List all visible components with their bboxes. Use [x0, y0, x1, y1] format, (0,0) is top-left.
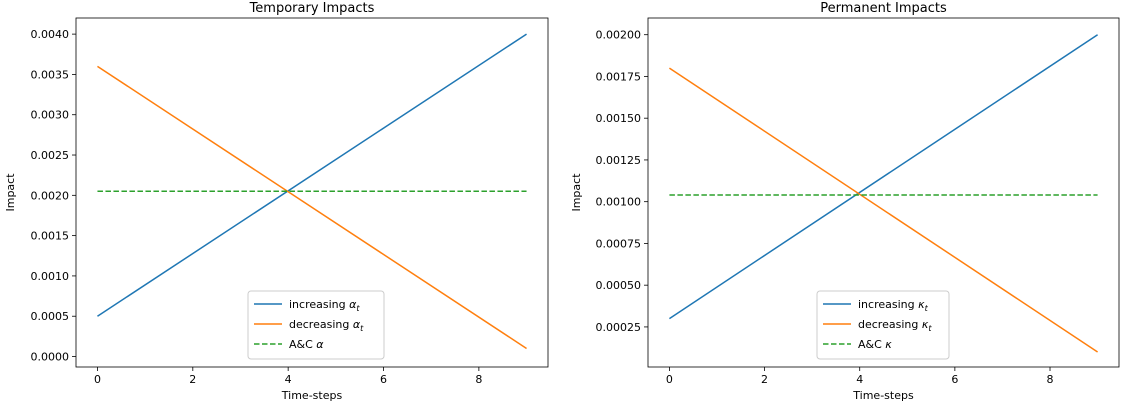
y-tick-label: 0.00200: [596, 29, 642, 42]
x-tick-label: 0: [94, 373, 101, 386]
legend-entry: A&C α: [289, 338, 324, 351]
legend-box: [247, 290, 385, 360]
y-tick-label: 0.0030: [31, 109, 70, 122]
chart-1: Temporary Impacts 0 2 4 6 8 0.0000 0.0005 0.0010…: [4, 1, 549, 402]
series-line-increasing: [97, 33, 527, 317]
y-tick-label: 0.00025: [596, 321, 642, 334]
legend: increasing κt decreasing κt A&C κ: [816, 290, 950, 360]
legend-entry: decreasing αt: [289, 318, 364, 333]
series-line-decreasing: [668, 67, 1099, 353]
y-tick-label: 0.00075: [596, 237, 642, 250]
y-tick-label: 0.00150: [596, 112, 642, 125]
x-tick-label: 4: [856, 373, 863, 386]
chart-title: Permanent Impacts: [820, 1, 947, 16]
y-tick-label: 0.0000: [31, 351, 70, 364]
y-tick-label: 0.00175: [596, 70, 642, 83]
y-axis-label: Impact: [4, 173, 17, 212]
y-axis-label: Impact: [570, 173, 583, 212]
x-tick-label: 8: [1047, 373, 1054, 386]
chart-2: Permanent Impacts 0 2 4 6 8 0.00025 0.00050 0.00…: [570, 1, 1120, 402]
y-tick-label: 0.00050: [596, 279, 642, 292]
series-line-decreasing: [97, 65, 527, 350]
x-tick-label: 4: [285, 373, 292, 386]
series-line-increasing: [668, 34, 1099, 320]
x-tick-label: 6: [951, 373, 958, 386]
x-tick-label: 2: [761, 373, 768, 386]
legend-entry: increasing κt: [858, 298, 929, 313]
x-tick-label: 6: [380, 373, 387, 386]
y-tick-label: 0.0040: [31, 28, 70, 41]
y-tick-label: 0.0020: [31, 189, 70, 202]
chart-title: Temporary Impacts: [249, 1, 375, 16]
legend: increasing αt decreasing αt A&C α: [247, 290, 385, 360]
legend-entry: increasing αt: [289, 298, 360, 313]
legend-entry: A&C κ: [858, 338, 892, 351]
y-tick-label: 0.0010: [31, 270, 70, 283]
plot-area: [647, 17, 1120, 368]
x-tick-label: 8: [475, 373, 482, 386]
x-tick-label: 2: [189, 373, 196, 386]
y-tick-label: 0.00125: [596, 154, 642, 167]
y-tick-label: 0.0015: [31, 230, 70, 243]
x-tick-label: 0: [666, 373, 673, 386]
y-tick-label: 0.0005: [31, 310, 70, 323]
y-tick-label: 0.0025: [31, 149, 70, 162]
legend-box: [816, 290, 950, 360]
legend-entry: decreasing κt: [858, 318, 932, 333]
y-tick-label: 0.00100: [596, 196, 642, 209]
plot-area: [75, 17, 549, 368]
x-axis-label: Time-steps: [281, 389, 343, 402]
x-axis-label: Time-steps: [852, 389, 914, 402]
y-tick-label: 0.0035: [31, 68, 70, 81]
